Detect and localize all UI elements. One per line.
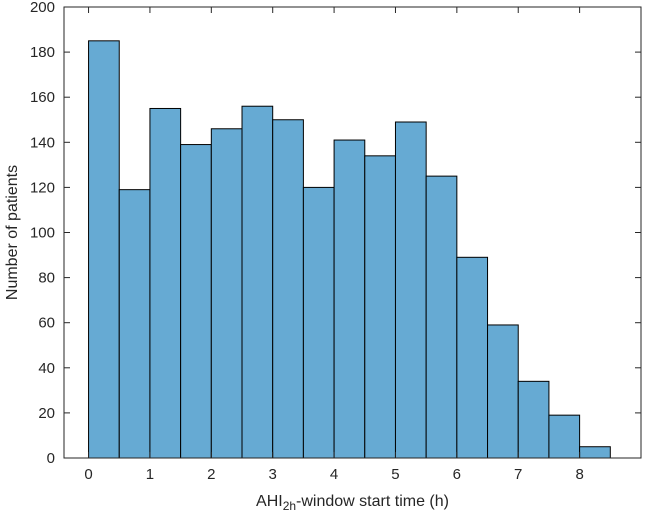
y-tick-label: 80 xyxy=(38,270,55,287)
x-tick-label: 1 xyxy=(146,466,154,483)
y-ticks-group: 0 20 40 60 80 100 120 140 160 180 200 xyxy=(30,0,641,467)
histogram-bar xyxy=(180,144,212,459)
y-tick-label: 180 xyxy=(30,44,55,61)
x-tick-label: 4 xyxy=(330,466,338,483)
x-tick-label: 2 xyxy=(207,466,215,483)
bars-group xyxy=(88,40,611,459)
histogram-bar xyxy=(88,40,120,459)
y-tick-label: 0 xyxy=(47,450,55,467)
y-tick-label: 140 xyxy=(30,134,55,151)
x-tick-label: 6 xyxy=(453,466,461,483)
histogram-bar xyxy=(579,446,611,459)
histogram-bar xyxy=(210,128,243,459)
histogram-bar xyxy=(487,324,519,459)
x-axis-label-rest: -window start time (h) xyxy=(296,493,449,510)
histogram-bar xyxy=(517,380,550,459)
y-tick-label: 100 xyxy=(30,225,55,242)
histogram-bar xyxy=(272,119,304,459)
histogram-bar xyxy=(118,189,151,459)
histogram-bar xyxy=(394,121,427,459)
y-tick-label: 40 xyxy=(38,360,55,377)
histogram-bar xyxy=(149,107,182,459)
y-tick-label: 60 xyxy=(38,315,55,332)
histogram-bar xyxy=(333,139,366,459)
x-axis-label-main: AHI xyxy=(256,493,283,510)
x-tick-label: 7 xyxy=(514,466,522,483)
y-tick-label: 200 xyxy=(30,0,55,16)
histogram-bar xyxy=(456,256,489,459)
x-ticks-group: 0 1 2 3 4 5 6 7 8 xyxy=(84,7,584,483)
y-tick-label: 20 xyxy=(38,405,55,422)
x-tick-label: 8 xyxy=(575,466,583,483)
y-axis-label: Number of patients xyxy=(4,165,21,300)
x-axis-label: AHI2h-window start time (h) xyxy=(256,493,449,513)
x-axis-label-subscript: 2h xyxy=(283,499,296,513)
x-tick-label: 5 xyxy=(391,466,399,483)
x-tick-label: 3 xyxy=(269,466,277,483)
y-tick-label: 160 xyxy=(30,89,55,106)
histogram-bar xyxy=(302,186,335,459)
histogram-bar xyxy=(548,414,581,459)
y-tick-label: 120 xyxy=(30,179,55,196)
histogram-bar xyxy=(364,155,396,459)
histogram-bar xyxy=(425,175,458,459)
histogram-bar xyxy=(241,105,274,459)
x-tick-label: 0 xyxy=(84,466,92,483)
